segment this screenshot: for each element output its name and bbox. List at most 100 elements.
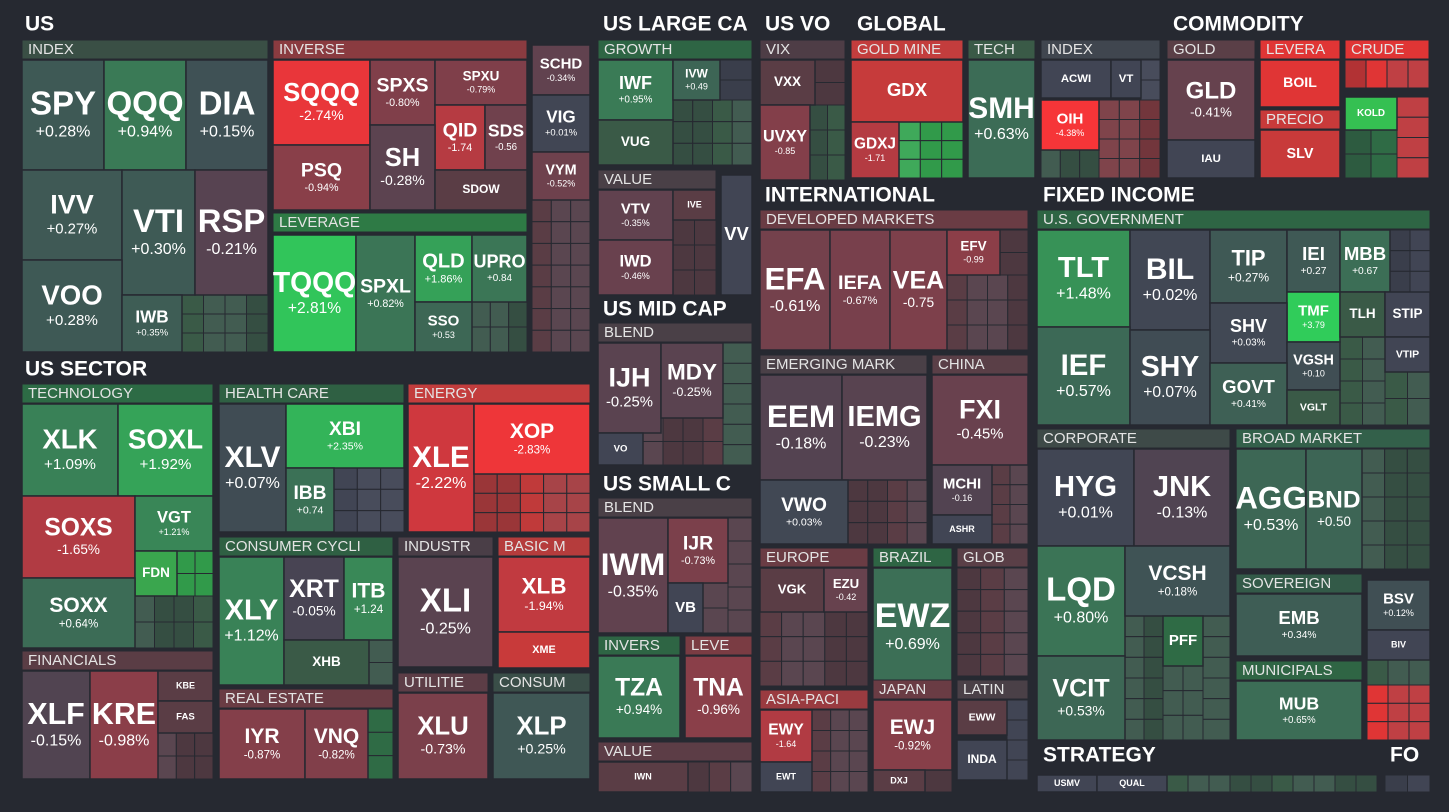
- filler-tile: [176, 550, 196, 574]
- filler-tile: [1396, 96, 1430, 118]
- filler-tile: [1059, 149, 1081, 179]
- group-title: GROWTH: [604, 41, 672, 58]
- ticker: XLF: [27, 697, 84, 731]
- etf-tile: [1036, 448, 1135, 547]
- filler-tile: [845, 611, 869, 638]
- change: -1.74: [448, 142, 472, 154]
- etf-tile: [597, 189, 674, 241]
- filler-tile: [1202, 718, 1231, 741]
- filler-tile: [181, 332, 204, 353]
- ticker: EFA: [765, 261, 826, 296]
- etf-tile: [157, 700, 214, 734]
- ticker: SMH: [968, 92, 1034, 125]
- ticker: VO: [614, 444, 628, 455]
- ticker: VYM: [545, 162, 576, 178]
- change: -0.35%: [621, 218, 650, 228]
- filler-tile: [356, 510, 382, 533]
- filler-tile: [173, 595, 194, 623]
- etf-tile: [720, 174, 753, 296]
- ticker: XLY: [225, 595, 279, 627]
- group-header: [1036, 209, 1431, 230]
- ticker: TLH: [1349, 306, 1375, 321]
- filler-tile: [1124, 677, 1145, 700]
- filler-tile: [1406, 520, 1431, 546]
- filler-tile: [1361, 472, 1386, 498]
- filler-tile: [702, 582, 729, 609]
- ticker: VUG: [621, 134, 650, 149]
- etf-tile: [597, 517, 669, 634]
- etf-tile: [1235, 448, 1307, 570]
- change: +2.35%: [327, 440, 363, 452]
- etf-tile: [1166, 139, 1256, 179]
- change: +1.12%: [224, 628, 278, 645]
- filler-tile: [1334, 774, 1357, 793]
- etf-tile: [283, 556, 345, 641]
- change: -0.99: [963, 255, 984, 265]
- ticker: XBI: [329, 419, 361, 440]
- change: -0.46%: [621, 271, 650, 281]
- filler-tile: [356, 467, 382, 490]
- ticker: USMV: [1054, 778, 1080, 788]
- ticker: PFF: [1169, 632, 1197, 649]
- filler-tile: [1079, 149, 1100, 179]
- etf-tile: [1235, 680, 1363, 741]
- filler-tile: [1202, 615, 1231, 638]
- change: -0.23%: [859, 434, 910, 451]
- group-title: REAL ESTATE: [225, 690, 324, 707]
- filler-tile: [1406, 496, 1431, 522]
- change: -0.18%: [776, 435, 827, 452]
- change: +0.27%: [47, 221, 98, 237]
- filler-tile: [246, 294, 269, 315]
- change: -1.94%: [524, 599, 563, 613]
- filler-tile: [1182, 665, 1204, 692]
- group-header: [407, 383, 591, 404]
- filler-tile: [1006, 759, 1029, 781]
- filler-tile: [1366, 721, 1389, 741]
- filler-tile: [1362, 358, 1386, 382]
- ticker: IWF: [619, 73, 652, 93]
- filler-tile: [1139, 158, 1161, 179]
- change: +0.15%: [200, 124, 255, 141]
- filler-tile: [1006, 739, 1029, 761]
- filler-tile: [1387, 684, 1410, 704]
- ticker: IWB: [135, 307, 168, 326]
- filler-tile: [727, 517, 753, 542]
- filler-tile: [1124, 636, 1145, 658]
- etf-tile: [531, 44, 591, 96]
- filler-tile: [987, 324, 1009, 351]
- filler-tile: [1366, 659, 1389, 686]
- etf-tile: [1209, 229, 1288, 304]
- etf-tile: [1040, 99, 1100, 151]
- group-header: [1344, 39, 1430, 60]
- filler-tile: [1098, 158, 1120, 179]
- filler-tile: [1362, 402, 1386, 426]
- ticker: QLD: [422, 250, 464, 272]
- change: -0.85: [775, 146, 796, 156]
- etf-tile: [285, 467, 335, 533]
- group-title: INDEX: [28, 41, 74, 58]
- etf-tile: [759, 229, 831, 351]
- ticker: VCSH: [1148, 562, 1206, 585]
- filler-tile: [941, 140, 964, 160]
- change: +1.09%: [44, 456, 96, 473]
- filler-tile: [1187, 774, 1210, 793]
- ticker: VB: [675, 599, 696, 616]
- change: +0.12%: [1383, 608, 1414, 618]
- filler-tile: [1003, 653, 1029, 677]
- group-title: BRAZIL: [879, 549, 932, 566]
- ticker: EFV: [960, 239, 986, 254]
- change: +0.64%: [59, 619, 98, 631]
- etf-tile: [21, 259, 123, 353]
- filler-tile: [203, 332, 226, 353]
- filler-tile: [1139, 119, 1161, 140]
- filler-tile: [980, 589, 1005, 612]
- ticker: UPRO: [473, 251, 525, 271]
- ticker: SPXU: [463, 69, 500, 84]
- filler-tile: [1140, 79, 1161, 101]
- section-title: INTERNATIONAL: [765, 184, 935, 207]
- filler-tile: [759, 636, 783, 662]
- ticker: IEF: [1061, 349, 1107, 382]
- filler-tile: [919, 140, 943, 160]
- section-title: US: [25, 13, 54, 36]
- etf-tile: [1366, 629, 1431, 661]
